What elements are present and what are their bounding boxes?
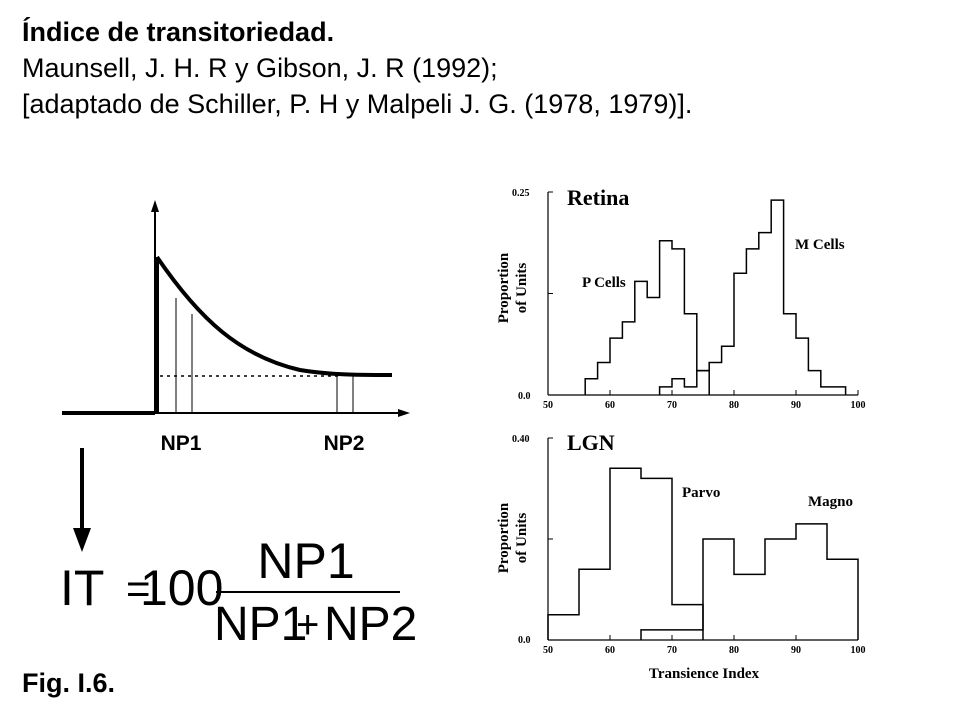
retina-ylabel-line2: of Units: [514, 263, 530, 314]
lgn-histogram: 50 60 70 80 90 100 LGN Proportion of Units 0.…: [496, 430, 866, 682]
retina-series-group: [584, 199, 847, 395]
histogram-bin: [784, 314, 796, 395]
lgn-ytick-bottom: 0.0: [518, 635, 531, 646]
np2-label: NP2: [324, 432, 365, 455]
retina-ylabel-line1: Proportion: [496, 252, 512, 323]
histogram-bin: [796, 524, 827, 640]
histogram-bin: [722, 346, 734, 395]
histogram-bin: [827, 559, 858, 640]
histogram-bin: [697, 371, 709, 395]
formula-coefficient: 100: [140, 560, 223, 616]
histogram-bin: [821, 387, 833, 395]
histogram-bin: [579, 569, 610, 640]
lgn-ytick-top: 0.40: [512, 434, 530, 445]
histogram-bin: [759, 233, 771, 395]
x-tick-label: 50: [543, 400, 553, 410]
lgn-ylabel-line2: of Units: [514, 513, 530, 564]
histogram-bin: [610, 338, 622, 395]
np1-label: NP1: [161, 432, 202, 455]
formula-lhs: IT: [60, 560, 104, 616]
retina-ytick-bottom: 0.0: [518, 391, 531, 402]
series-outline-0: [584, 239, 710, 395]
histogram-bin: [660, 241, 672, 395]
histogram-bin: [796, 338, 808, 395]
histogram-bin: [585, 379, 597, 395]
x-tick-label: 60: [605, 400, 615, 410]
x-tick-label: 70: [667, 645, 677, 656]
retina-title: Retina: [567, 185, 629, 210]
histogram-bin: [660, 387, 672, 395]
histogram-bin: [647, 298, 659, 395]
histogram-bin: [765, 539, 796, 640]
formula-denominator-b: NP2: [324, 598, 417, 650]
x-tick-label: 80: [729, 645, 739, 656]
retina-histogram: 50 60 70 80 90 100 Retina Proportion of Units…: [496, 185, 866, 410]
histogram-bin: [672, 630, 703, 640]
lgn-ylabel-line1: Proportion: [496, 502, 512, 573]
retina-legend-p-cells: P Cells: [582, 275, 626, 291]
histogram-bin: [641, 478, 672, 640]
retina-ytick-top: 0.25: [512, 188, 530, 199]
series-outline-1: [640, 523, 859, 640]
histogram-bin: [672, 379, 684, 395]
response-schematic: NP1 NP2 IT = 100 NP1 NP1 + NP2: [60, 200, 417, 650]
histogram-bin: [833, 387, 845, 395]
histogram-bin: [672, 249, 684, 395]
formula-numerator: NP1: [257, 533, 354, 589]
down-arrow-icon: [73, 528, 91, 552]
histogram-bin: [641, 630, 672, 640]
histogram-bin: [548, 615, 579, 640]
histogram-bin: [746, 249, 758, 395]
series-outline-0: [547, 467, 704, 640]
formula-denominator-plus: +: [296, 603, 319, 647]
decay-curve: [155, 255, 393, 377]
retina-legend-m-cells: M Cells: [795, 237, 845, 253]
histogram-bin: [684, 314, 696, 395]
histogram-bin: [771, 200, 783, 395]
figure-caption: Fig. I.6.: [22, 668, 116, 698]
lgn-legend-magno: Magno: [808, 494, 853, 510]
title-block: Índice de transitoriedad. Maunsell, J. H…: [22, 14, 942, 122]
lgn-legend-parvo: Parvo: [682, 485, 720, 501]
series-outline-1: [658, 199, 847, 395]
histogram-bin: [622, 322, 634, 395]
histogram-bin: [808, 371, 820, 395]
adapted-line: [adaptado de Schiller, P. H y Malpeli J.…: [22, 89, 693, 119]
histogram-bin: [709, 363, 721, 395]
citation-line: Maunsell, J. H. R y Gibson, J. R (1992);: [22, 53, 498, 83]
x-tick-label: 80: [729, 400, 739, 410]
histogram-bin: [734, 273, 746, 395]
histogram-bin: [598, 363, 610, 395]
x-tick-label: 100: [851, 400, 866, 410]
x-tick-label: 70: [667, 400, 677, 410]
lgn-title: LGN: [567, 430, 615, 455]
formula-equals: =: [126, 565, 151, 612]
lgn-series-group: [547, 467, 859, 640]
retina-axes: 50 60 70 80 90 100: [543, 191, 866, 410]
x-tick-label: 100: [851, 645, 866, 656]
lgn-xlabel: Transience Index: [649, 666, 760, 682]
histogram-bin: [703, 539, 734, 640]
x-tick-label: 90: [791, 400, 801, 410]
y-axis-arrow-icon: [151, 200, 159, 212]
page-title: Índice de transitoriedad.: [22, 17, 335, 47]
x-tick-label: 60: [605, 645, 615, 656]
x-tick-label: 90: [791, 645, 801, 656]
formula-denominator-a: NP1: [214, 598, 307, 650]
histogram-bin: [684, 387, 696, 395]
x-tick-label: 50: [543, 645, 553, 656]
histogram-bin: [610, 468, 641, 640]
histogram-bin: [734, 574, 765, 640]
x-axis-arrow-icon: [398, 409, 410, 417]
histogram-bin: [635, 281, 647, 395]
